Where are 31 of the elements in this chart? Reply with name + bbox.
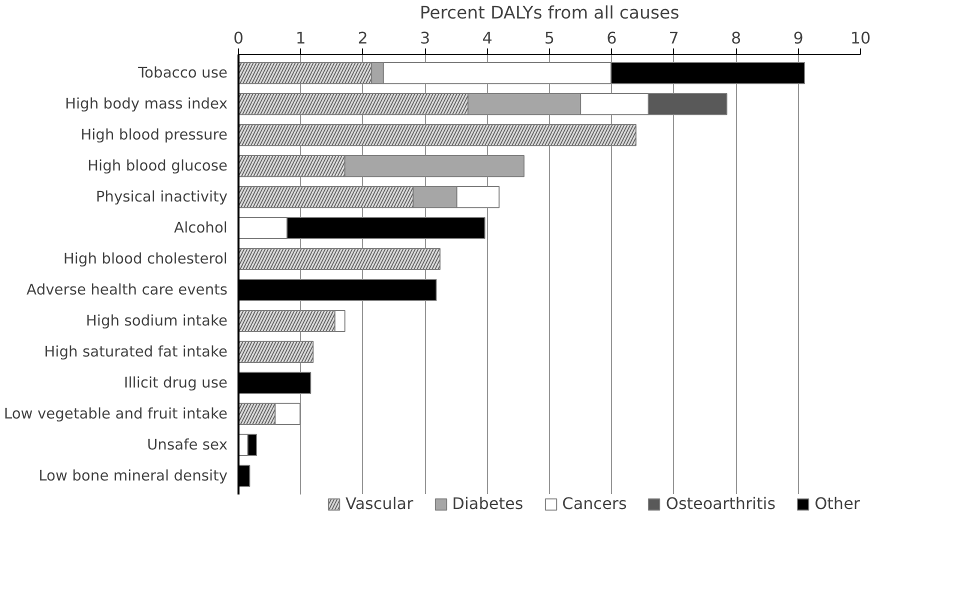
legend-label: Vascular (346, 494, 414, 513)
y-tick-label: Low bone mineral density (38, 467, 228, 484)
y-tick-label: Tobacco use (137, 64, 228, 82)
x-tick-label: 9 (793, 28, 804, 48)
y-tick-label: High saturated fat intake (44, 343, 228, 360)
x-tick-label: 5 (544, 28, 555, 48)
y-tick-label: High blood cholesterol (63, 250, 228, 268)
y-tick-label: Adverse health care events (26, 281, 228, 298)
x-tick-label: 7 (668, 28, 679, 48)
y-tick-label: Alcohol (174, 220, 228, 237)
x-tick-label: 3 (420, 28, 430, 48)
x-tick-label: 0 (233, 28, 244, 48)
y-tick-label: High sodium intake (86, 312, 228, 330)
legend-label: Cancers (562, 494, 627, 513)
y-tick-label: High blood glucose (88, 158, 228, 175)
x-tick-label: 1 (296, 28, 306, 48)
legend-label: Diabetes (452, 494, 524, 513)
x-axis-title: Percent DALYs from all causes (420, 4, 680, 24)
legend-label: Osteoarthritis (666, 494, 776, 513)
y-tick-label: Unsafe sex (146, 436, 228, 454)
x-tick-label: 2 (358, 28, 368, 48)
y-tick-label: High blood pressure (80, 126, 228, 144)
legend-label: Other (814, 494, 860, 513)
x-tick-label: 10 (850, 28, 871, 48)
x-tick-label: 6 (606, 28, 617, 48)
x-tick-label: 8 (731, 28, 742, 48)
y-tick-label: High body mass index (64, 96, 228, 113)
y-tick-label: Illicit drug use (124, 374, 228, 392)
x-tick-label: 4 (482, 28, 492, 48)
y-tick-label: Physical inactivity (96, 188, 228, 206)
y-tick-label: Low vegetable and fruit intake (4, 405, 228, 422)
